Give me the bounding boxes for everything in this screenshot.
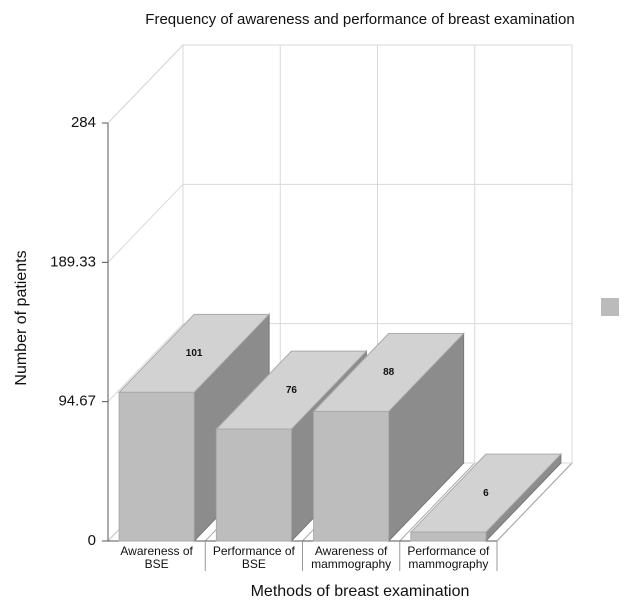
data-label: 101 [186, 348, 203, 359]
chart-title: Frequency of awareness and performance o… [145, 11, 574, 28]
y-axis-title: Number of patients [13, 250, 30, 385]
legend-swatch [601, 298, 619, 316]
y-tick-label: 0 [88, 532, 96, 549]
x-tick-label: Awareness of mammography [311, 544, 392, 571]
x-tick-label: Awareness of BSE [120, 544, 193, 571]
y-tick-label: 284 [71, 114, 96, 131]
bar [410, 531, 487, 542]
data-label: 76 [286, 385, 298, 396]
bar [313, 410, 390, 542]
grid-line [107, 44, 184, 124]
floor-line [399, 462, 476, 542]
x-axis-title: Methods of breast examination [251, 583, 470, 600]
grid-line [107, 323, 184, 403]
bar [215, 428, 292, 542]
y-tick-label: 94.67 [58, 393, 96, 410]
grid-line [107, 183, 184, 263]
y-tick-label: 189.33 [50, 253, 96, 270]
x-tick-label: Performance of BSE [212, 544, 295, 571]
x-tick-label: Performance of mammography [407, 544, 490, 571]
floor-line [496, 462, 573, 542]
data-label: 6 [483, 488, 489, 499]
bar [118, 391, 195, 542]
data-label: 88 [383, 367, 395, 378]
